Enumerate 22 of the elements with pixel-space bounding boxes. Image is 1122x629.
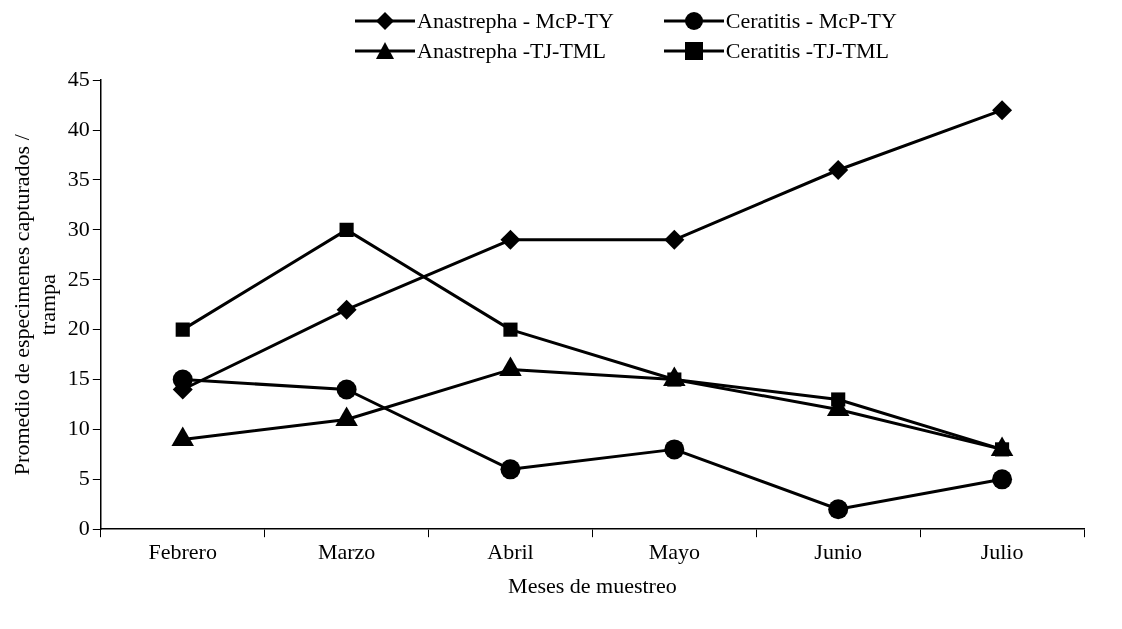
legend-label: Ceratitis -TJ-TML — [725, 38, 889, 64]
y-tick-label: 25 — [67, 265, 90, 291]
y-tick-label: 35 — [67, 165, 90, 191]
x-tick-label: Marzo — [317, 539, 376, 565]
legend-label: Ceratitis - McP-TY — [725, 8, 897, 34]
y-tick-label: 40 — [67, 115, 90, 141]
x-tick-label: Mayo — [648, 539, 700, 565]
x-tick-label: Abril — [487, 539, 534, 565]
x-tick-label: Febrero — [148, 539, 217, 565]
legend-label: Anastrepha -TJ-TML — [417, 38, 606, 64]
y-tick-label: 20 — [67, 315, 90, 341]
y-tick-label: 5 — [78, 465, 90, 491]
y-axis-title: Promedio de especimenes capturados / trampa — [8, 133, 61, 476]
y-tick-label: 0 — [78, 514, 90, 540]
y-tick-label: 15 — [67, 365, 90, 391]
x-axis-title: Meses de muestreo — [508, 572, 677, 598]
y-tick-label: 45 — [67, 65, 90, 91]
x-tick-label: Junio — [814, 539, 863, 565]
y-tick-label: 30 — [67, 215, 90, 241]
y-tick-label: 10 — [67, 415, 90, 441]
legend-label: Anastrepha - McP-TY — [417, 8, 614, 34]
x-tick-label: Julio — [980, 539, 1024, 565]
